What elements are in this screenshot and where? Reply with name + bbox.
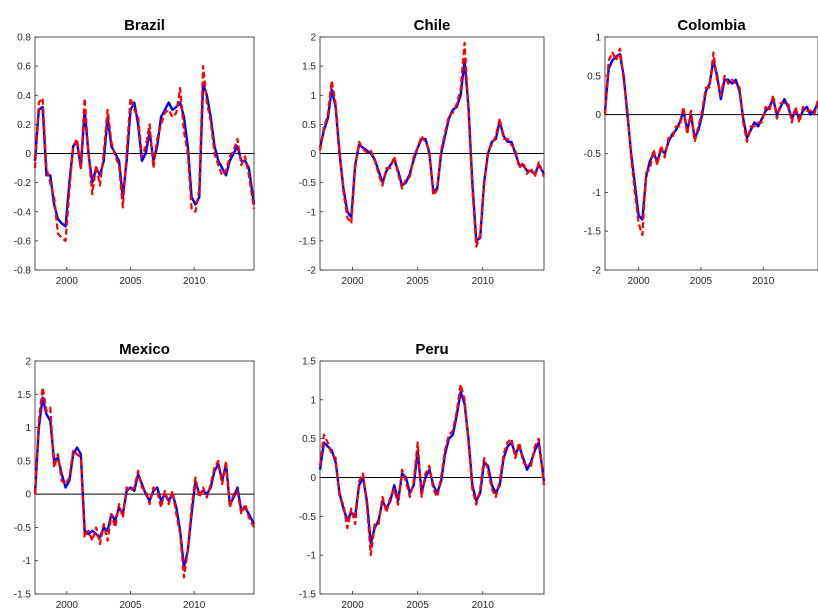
y-tick-label: 2 <box>25 357 31 368</box>
y-tick-label: 0.4 <box>17 91 31 102</box>
y-tick-label: -1.5 <box>14 590 32 601</box>
series-line-dashed <box>318 383 546 557</box>
x-tick-label: 2005 <box>407 276 430 287</box>
y-tick-label: -1 <box>307 207 316 218</box>
y-tick-label: 1.5 <box>17 390 31 401</box>
y-tick-label: 1 <box>25 423 31 434</box>
y-tick-label: 2 <box>310 33 316 44</box>
series-line-solid <box>33 82 256 228</box>
chart-title: Mexico <box>119 341 170 358</box>
chart-panel-chile: Chile -2 -1.5 -1 -0.5 0 0.5 1 1.5 2 2000 2005 2010 <box>299 17 546 287</box>
y-tick-label: -1.5 <box>299 236 317 247</box>
y-tick-label: -0.5 <box>299 178 317 189</box>
y-tick-label: 1 <box>310 395 316 406</box>
chart-title: Colombia <box>677 17 746 34</box>
y-tick-label: -1.5 <box>584 227 602 238</box>
y-tick-label: 1.5 <box>302 62 316 73</box>
y-tick-label: -2 <box>307 266 316 277</box>
plot-area <box>34 360 255 595</box>
x-tick-label: 2000 <box>628 276 651 287</box>
x-tick-label: 2000 <box>56 276 79 287</box>
series-line-dashed <box>33 386 255 579</box>
y-tick-label: -0.5 <box>299 512 317 523</box>
y-tick-label: 0 <box>310 149 316 160</box>
y-tick-label: -1 <box>307 551 316 562</box>
y-tick-label: 1 <box>310 91 316 102</box>
y-tick-label: 0.5 <box>17 456 31 467</box>
x-tick-label: 2000 <box>56 600 79 608</box>
x-tick-label: 2000 <box>341 600 364 608</box>
chart-panel-brazil: Brazil -0.8 -0.6 -0.4 -0.2 0 0.2 0.4 0.6 0.8 2000 2… <box>14 17 256 287</box>
chart-panel-colombia: Colombia -2 -1.5 -1 -0.5 0 0.5 1 2000 2005 2010 <box>584 17 818 287</box>
y-tick-label: 0.2 <box>17 120 31 131</box>
y-tick-label: 0 <box>25 490 31 501</box>
y-tick-label: 0.5 <box>587 71 601 82</box>
y-tick-label: 0 <box>595 110 601 121</box>
y-tick-label: -1.5 <box>299 590 317 601</box>
series-line-dashed <box>603 47 818 237</box>
y-tick-label: -0.2 <box>14 178 32 189</box>
x-tick-label: 2005 <box>407 600 430 608</box>
y-tick-label: -1 <box>22 556 31 567</box>
series-line-dashed <box>33 65 256 242</box>
chart-title: Peru <box>415 341 448 358</box>
x-tick-label: 2000 <box>341 276 364 287</box>
y-tick-label: 0.8 <box>17 33 31 44</box>
y-tick-label: 0.6 <box>17 62 31 73</box>
chart-title: Brazil <box>124 17 165 34</box>
y-tick-label: 0.5 <box>302 434 316 445</box>
y-tick-label: 1 <box>595 33 601 44</box>
y-tick-label: -1 <box>592 188 601 199</box>
x-tick-label: 2010 <box>472 600 495 608</box>
y-tick-label: 0.5 <box>302 120 316 131</box>
y-tick-label: -0.5 <box>14 523 32 534</box>
x-tick-label: 2005 <box>119 276 142 287</box>
y-tick-label: -2 <box>592 266 601 277</box>
chart-panel-peru: Peru -1.5 -1 -0.5 0 0.5 1 1.5 2000 2005 2010 <box>299 341 546 608</box>
x-tick-label: 2010 <box>472 276 495 287</box>
y-tick-label: -0.5 <box>584 149 602 160</box>
y-tick-label: 0 <box>310 473 316 484</box>
x-tick-label: 2010 <box>183 600 206 608</box>
x-tick-label: 2005 <box>119 600 142 608</box>
chart-title: Chile <box>414 17 451 34</box>
y-tick-label: -0.6 <box>14 236 32 247</box>
chart-panel-mexico: Mexico -1.5 -1 -0.5 0 0.5 1 1.5 2 2000 2005 2010 <box>14 341 256 608</box>
y-tick-label: 1.5 <box>302 357 316 368</box>
x-tick-label: 2010 <box>183 276 206 287</box>
y-tick-label: 0 <box>25 149 31 160</box>
x-tick-label: 2010 <box>752 276 775 287</box>
series-line-dashed <box>318 41 546 248</box>
y-tick-label: -0.8 <box>14 266 32 277</box>
x-tick-label: 2005 <box>690 276 713 287</box>
y-tick-label: -0.4 <box>14 207 32 218</box>
